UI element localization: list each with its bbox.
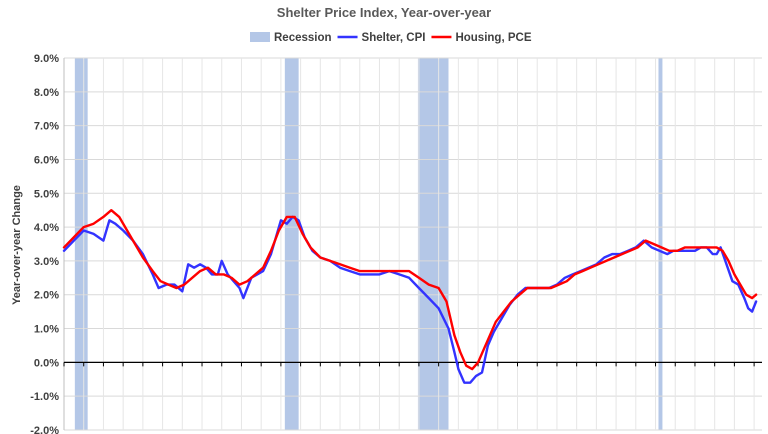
- legend-swatch-recession: [250, 32, 270, 42]
- recession-band: [284, 58, 299, 430]
- chart-title: Shelter Price Index, Year-over-year: [277, 5, 491, 20]
- y-tick-label: 2.0%: [34, 290, 59, 302]
- y-tick-label: 0.0%: [34, 357, 59, 369]
- legend-label: Shelter, CPI: [362, 32, 426, 44]
- legend-label: Housing, PCE: [455, 32, 531, 44]
- recession-band: [74, 58, 88, 430]
- shelter-cpi-line: [62, 215, 758, 384]
- housing-pce-line: [62, 209, 758, 371]
- legend: Recession Shelter, CPI Housing, PCE: [250, 32, 532, 44]
- recession-bands: [74, 58, 663, 430]
- series-lines: [62, 209, 758, 384]
- y-axis-title: Year-over-year Change: [11, 185, 23, 305]
- y-tick-label: 3.0%: [34, 256, 59, 268]
- y-tick-label: 5.0%: [34, 188, 59, 200]
- y-tick-label: -2.0%: [30, 425, 59, 434]
- y-tick-label: -1.0%: [30, 391, 59, 403]
- recession-band: [417, 58, 449, 430]
- recession-band: [658, 58, 663, 430]
- y-tick-label: 1.0%: [34, 324, 59, 336]
- y-tick-label: 8.0%: [34, 87, 59, 99]
- axes: [63, 58, 762, 430]
- y-tick-label: 4.0%: [34, 222, 59, 234]
- y-tick-label: 9.0%: [34, 53, 59, 65]
- y-tick-label: 7.0%: [34, 121, 59, 133]
- y-tick-label: 6.0%: [34, 154, 59, 166]
- y-tick-labels: -2.0% -1.0% 0.0% 1.0% 2.0% 3.0% 4.0% 5.0% 6.0% 7.…: [30, 53, 59, 434]
- legend-label: Recession: [274, 32, 332, 44]
